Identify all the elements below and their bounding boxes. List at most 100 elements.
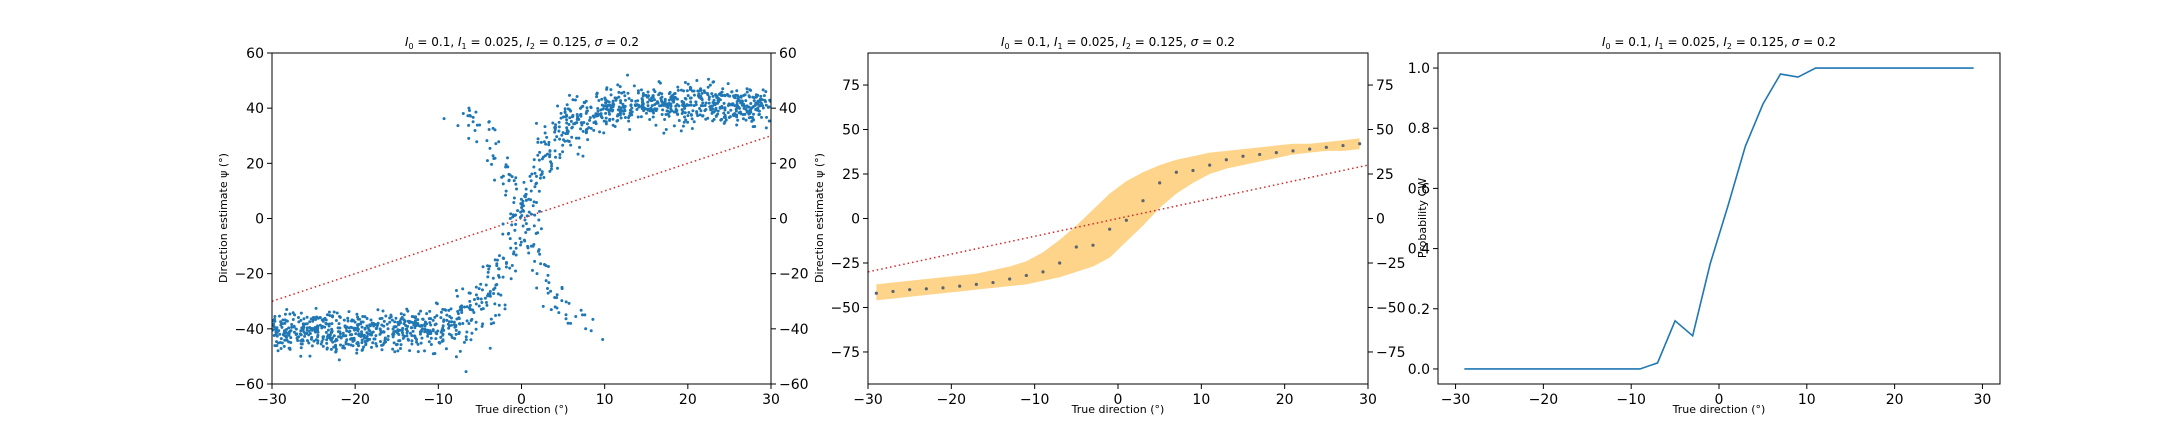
scatter-point bbox=[316, 339, 320, 343]
scatter-point bbox=[410, 339, 414, 343]
scatter-point bbox=[514, 176, 518, 180]
scatter-point bbox=[345, 329, 349, 333]
scatter-point bbox=[681, 124, 685, 128]
x-tick-label: −10 bbox=[424, 392, 454, 408]
scatter-point bbox=[660, 112, 664, 116]
scatter-point bbox=[701, 101, 705, 105]
scatter-point bbox=[512, 250, 516, 254]
scatter-point bbox=[500, 175, 504, 179]
scatter-point bbox=[672, 92, 676, 96]
scatter-point bbox=[369, 333, 373, 337]
scatter-point bbox=[668, 90, 672, 94]
scatter-point bbox=[636, 89, 640, 93]
scatter-point bbox=[369, 318, 373, 322]
scatter-point bbox=[316, 341, 320, 345]
scatter-point bbox=[452, 320, 456, 324]
scatter-point bbox=[492, 321, 496, 325]
scatter-point bbox=[723, 120, 727, 124]
scatter-point bbox=[442, 117, 446, 121]
scatter-point bbox=[646, 107, 650, 111]
scatter-point bbox=[408, 331, 412, 335]
x-tick-label: 20 bbox=[1276, 392, 1294, 408]
scatter-point bbox=[639, 88, 643, 92]
scatter-point bbox=[491, 276, 495, 280]
scatter-point bbox=[521, 199, 525, 203]
scatter-point bbox=[761, 88, 765, 92]
scatter-point bbox=[602, 104, 606, 108]
y-tick-label: −75 bbox=[830, 345, 860, 361]
scatter-point bbox=[351, 319, 355, 323]
mean-point bbox=[1124, 218, 1128, 222]
scatter-point bbox=[302, 330, 306, 334]
scatter-point bbox=[744, 99, 748, 103]
scatter-point bbox=[297, 320, 301, 324]
scatter-point bbox=[541, 304, 545, 308]
scatter-point bbox=[546, 264, 550, 268]
scatter-point bbox=[518, 236, 522, 240]
scatter-point bbox=[621, 105, 625, 109]
scatter-point bbox=[540, 172, 544, 176]
scatter-point bbox=[479, 307, 483, 311]
scatter-point bbox=[677, 118, 681, 122]
scatter-point bbox=[595, 95, 599, 99]
scatter-point bbox=[409, 326, 413, 330]
scatter-point bbox=[393, 329, 397, 333]
scatter-point bbox=[550, 162, 554, 166]
y-tick-label: −60 bbox=[234, 377, 264, 393]
scatter-point bbox=[599, 112, 603, 116]
scatter-point bbox=[401, 336, 405, 340]
scatter-point bbox=[427, 317, 431, 321]
scatter-point bbox=[355, 351, 359, 355]
scatter-point bbox=[450, 335, 454, 339]
scatter-point bbox=[411, 329, 415, 333]
scatter-point bbox=[363, 339, 367, 343]
scatter-point bbox=[495, 264, 499, 268]
scatter-point bbox=[400, 328, 404, 332]
scatter-point bbox=[575, 117, 579, 121]
scatter-point bbox=[635, 107, 639, 111]
scatter-point bbox=[612, 102, 616, 106]
scatter-point bbox=[622, 112, 626, 116]
scatter-point bbox=[391, 327, 395, 331]
scatter-point bbox=[667, 103, 671, 107]
scatter-point bbox=[289, 336, 293, 340]
scatter-point bbox=[681, 110, 685, 114]
scatter-point bbox=[560, 299, 564, 303]
scatter-point bbox=[341, 331, 345, 335]
x-tick-label: −20 bbox=[340, 392, 370, 408]
scatter-point bbox=[447, 326, 451, 330]
scatter-point bbox=[356, 317, 360, 321]
scatter-point bbox=[474, 110, 478, 114]
scatter-point bbox=[684, 118, 688, 122]
scatter-point bbox=[439, 316, 443, 320]
scatter-point bbox=[332, 310, 336, 314]
scatter-point bbox=[695, 110, 699, 114]
scatter-point bbox=[462, 340, 466, 344]
scatter-point bbox=[526, 227, 530, 231]
scatter-point bbox=[385, 322, 389, 326]
scatter-point bbox=[380, 348, 384, 352]
scatter-point bbox=[605, 87, 609, 91]
scatter-point bbox=[331, 314, 334, 318]
scatter-point bbox=[429, 343, 433, 346]
scatter-point bbox=[428, 309, 432, 313]
scatter-point bbox=[391, 335, 395, 339]
scatter-point bbox=[429, 336, 433, 340]
scatter-point bbox=[488, 289, 492, 293]
scatter-point bbox=[316, 324, 319, 328]
scatter-point bbox=[474, 285, 478, 289]
scatter-point bbox=[686, 94, 690, 98]
scatter-point bbox=[589, 329, 593, 333]
x-tick-label: 30 bbox=[762, 392, 780, 408]
scatter-point bbox=[565, 126, 569, 130]
scatter-point bbox=[383, 336, 387, 340]
scatter-point bbox=[611, 99, 615, 103]
scatter-point bbox=[670, 109, 674, 113]
scatter-point bbox=[344, 334, 348, 338]
scatter-point bbox=[532, 224, 536, 228]
scatter-point bbox=[365, 317, 369, 321]
scatter-point bbox=[553, 130, 557, 134]
scatter-point bbox=[394, 343, 398, 347]
mean-point bbox=[1324, 145, 1328, 149]
scatter-point bbox=[532, 165, 536, 169]
